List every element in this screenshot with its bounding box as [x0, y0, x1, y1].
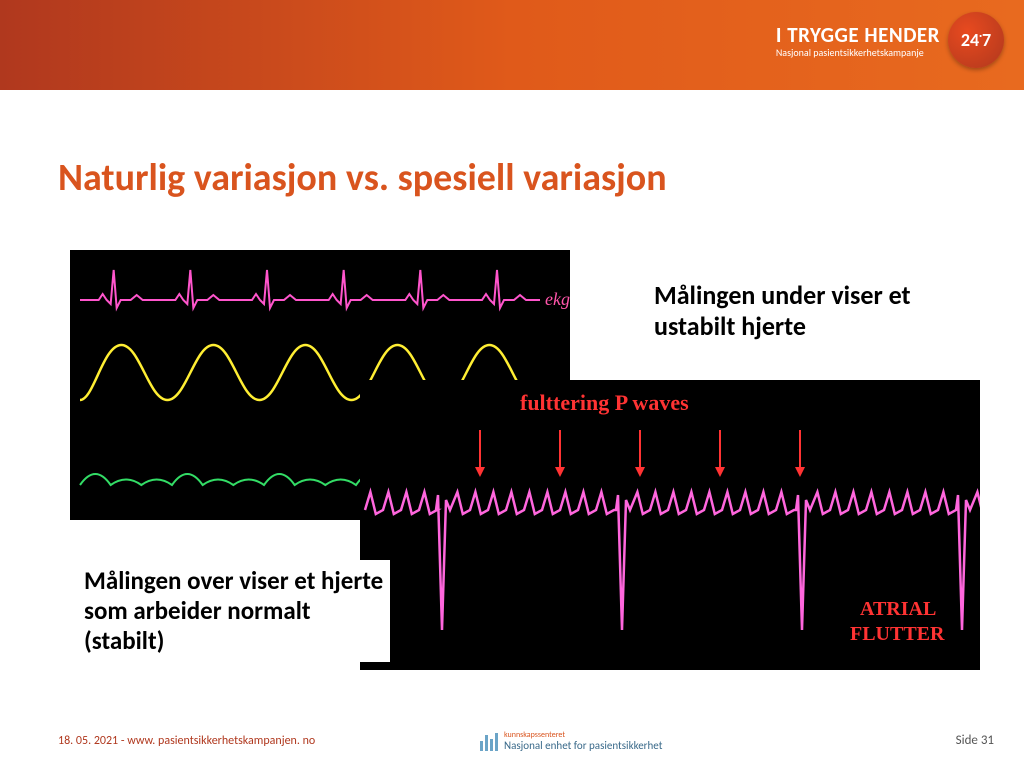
ekg-flutter-panel: fulttering P waves ATRIAL FLUTTER	[360, 380, 980, 670]
footer-org-logo: kunnskapssenteret Nasjonal enhet for pas…	[480, 731, 662, 752]
header-bar: I TRYGGE HENDER Nasjonal pasientsikkerhe…	[0, 0, 1024, 90]
ekg-flutter-svg: fulttering P waves ATRIAL FLUTTER	[360, 380, 980, 670]
footer-date-url: 18. 05. 2021 - www. pasientsikkerhetskam…	[58, 734, 315, 748]
caption-stable: Målingen over viser et hjerte som arbeid…	[80, 560, 390, 662]
slide-title: Naturlig variasjon vs. spesiell variasjo…	[58, 155, 667, 201]
footer-page-number: Side 31	[956, 733, 994, 748]
footer-org-main: Nasjonal enhet for pasientsikkerhet	[504, 740, 662, 752]
logo-badge-247: 24·7	[948, 12, 1004, 68]
footer-logo-bars-icon	[480, 733, 498, 751]
flutter-label-2: FLUTTER	[850, 623, 945, 645]
logo-main-text: I TRYGGE HENDER	[776, 22, 940, 48]
caption-unstable: Målingen under viser et ustabilt hjerte	[654, 280, 984, 342]
flutter-label-1: ATRIAL	[860, 598, 936, 620]
flutter-top-label: fulttering P waves	[520, 390, 689, 415]
ekg-label: ekg	[545, 289, 570, 309]
logo-sub-text: Nasjonal pasientsikkerhetskampanje	[776, 46, 940, 59]
campaign-logo: I TRYGGE HENDER Nasjonal pasientsikkerhe…	[776, 12, 1004, 68]
